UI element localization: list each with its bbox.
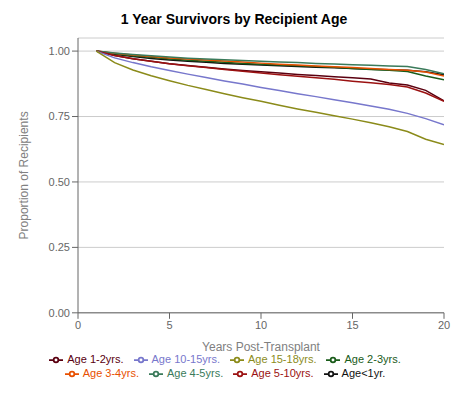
svg-text:Years Post-Transplant: Years Post-Transplant (202, 340, 321, 354)
html-text:Age 10-15yrs.: Age 10-15yrs. (151, 352, 220, 365)
html-text:Age 1-2yrs.: Age 1-2yrs. (67, 352, 124, 365)
html-text:Age 15-18yrs.: Age 15-18yrs. (248, 352, 317, 365)
html-text:Age 3-4yrs.: Age 3-4yrs. (82, 366, 139, 379)
svg-text:1.00: 1.00 (49, 45, 70, 57)
html-text:Age 5-10yrs.: Age 5-10yrs. (251, 366, 314, 379)
html-text:1 Year Survivors by Recipient: 1 Year Survivors by Recipient Age (120, 11, 348, 27)
svg-text:0.75: 0.75 (49, 110, 70, 122)
svg-text:15: 15 (346, 319, 358, 331)
svg-text:5: 5 (166, 319, 172, 331)
svg-text:10: 10 (255, 319, 267, 331)
svg-text:0.00: 0.00 (49, 307, 70, 319)
svg-text:0.25: 0.25 (49, 241, 70, 253)
html-text:Age 4-5yrs.: Age 4-5yrs. (166, 366, 224, 379)
svg-text:20: 20 (438, 319, 450, 331)
svg-text:0: 0 (75, 319, 81, 331)
svg-text:Proportion of Recipients: Proportion of Recipients (17, 111, 31, 239)
html-text:Age 2-3yrs.: Age 2-3yrs. (344, 352, 401, 365)
html-text:Age<1yr.: Age<1yr. (341, 366, 386, 379)
svg-text:0.50: 0.50 (49, 176, 70, 188)
